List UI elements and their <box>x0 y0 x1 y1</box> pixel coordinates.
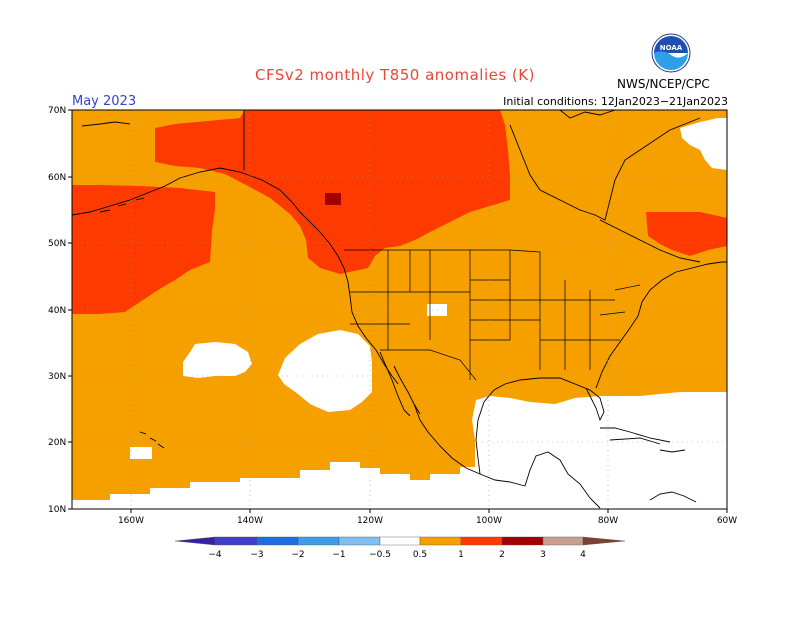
longitude-labels: 160W 140W 120W 100W 80W 60W <box>118 516 737 526</box>
neutral-hawaii <box>130 447 152 459</box>
colorbar-label: 0.5 <box>413 550 427 560</box>
colorbar-segment <box>542 536 584 546</box>
colorbar-segment <box>460 536 503 546</box>
state-boundaries <box>344 249 641 381</box>
lat-label: 30N <box>48 372 66 382</box>
colorbar-segment <box>379 536 421 546</box>
organization-label: NWS/NCEP/CPC <box>617 77 710 91</box>
colorbar-label: 4 <box>580 550 586 560</box>
lon-label: 140W <box>237 516 263 526</box>
lon-label: 100W <box>476 516 502 526</box>
map-title: CFSv2 monthly T850 anomalies (K) <box>255 66 535 84</box>
colorbar-label: −4 <box>208 550 222 560</box>
colorbar-segment <box>419 536 462 546</box>
colorbar-label: 1 <box>458 550 464 560</box>
colorbar-segment <box>501 536 544 546</box>
colorbar-label: −2 <box>291 550 304 560</box>
logo-lettering: NOAA <box>660 44 683 52</box>
latitude-labels: 70N 60N 50N 40N 30N 20N 10N <box>48 106 66 515</box>
strong-warm-spot <box>325 193 341 205</box>
colorbar-segment <box>174 536 216 546</box>
map-coastlines <box>72 110 727 509</box>
colorbar-segment <box>582 536 626 546</box>
colorbar <box>174 536 626 546</box>
lon-label: 160W <box>118 516 144 526</box>
lon-label: 80W <box>598 516 618 526</box>
colorbar-label: 2 <box>499 550 505 560</box>
warm-quebec <box>646 212 727 256</box>
lat-label: 50N <box>48 239 66 249</box>
lon-label: 120W <box>357 516 383 526</box>
colorbar-label: −3 <box>250 550 263 560</box>
colorbar-label: −1 <box>332 550 345 560</box>
colorbar-label: −0.5 <box>369 550 391 560</box>
neutral-northeast <box>680 118 727 170</box>
colorbar-segment <box>338 536 381 546</box>
initial-conditions: Initial conditions: 12Jan2023−21Jan2023 <box>503 95 728 108</box>
colorbar-label: 3 <box>540 550 546 560</box>
colorbar-segment <box>256 536 299 546</box>
axis-ticks <box>68 109 728 513</box>
lat-label: 10N <box>48 505 66 515</box>
lat-label: 60N <box>48 173 66 183</box>
lat-label: 40N <box>48 306 66 316</box>
map-graticule <box>72 110 727 509</box>
lat-label: 70N <box>48 106 66 116</box>
valid-month: May 2023 <box>72 94 137 109</box>
colorbar-labels: −4 −3 −2 −1 −0.5 0.5 1 2 3 4 <box>208 550 586 560</box>
lat-label: 20N <box>48 438 66 448</box>
neutral-west-pacific <box>183 342 252 378</box>
warm-north-pacific <box>72 185 215 314</box>
colorbar-segment <box>214 536 258 546</box>
neutral-mid-pacific <box>278 330 372 412</box>
colorbar-segment <box>297 536 340 546</box>
neutral-south <box>72 392 727 509</box>
neutral-areas <box>72 118 727 509</box>
noaa-logo: NOAA <box>651 33 691 77</box>
lon-label: 60W <box>717 516 737 526</box>
